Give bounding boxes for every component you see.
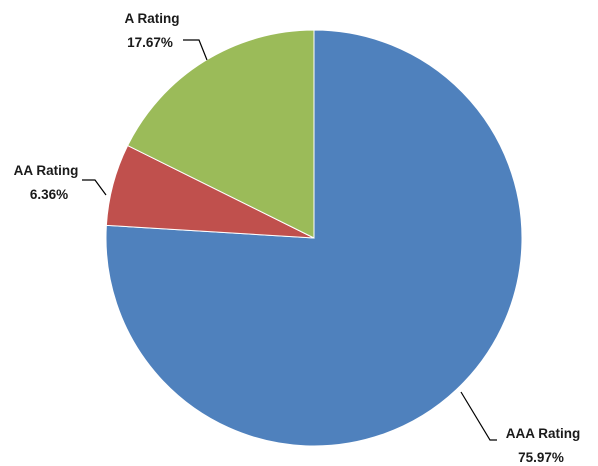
leader-line-aa-rating	[82, 179, 107, 196]
slice-label-a-rating-name: A Rating	[125, 11, 180, 26]
slice-label-aa-rating-name: AA Rating	[14, 163, 79, 178]
leader-line-a-rating	[183, 39, 208, 61]
leader-lines	[82, 39, 497, 441]
slice-label-a-rating-value: 17.67%	[127, 35, 173, 50]
pie-slice-a-rating	[127, 29, 315, 239]
pie-slices	[105, 29, 523, 447]
slice-label-aa-rating-value: 6.36%	[30, 187, 68, 202]
slice-label-aaa-rating-name: AAA Rating	[506, 426, 581, 441]
leader-line-aaa-rating	[460, 391, 497, 441]
slice-label-aaa-rating-value: 75.97%	[518, 450, 564, 465]
pie-slice-aaa-rating	[105, 29, 523, 447]
